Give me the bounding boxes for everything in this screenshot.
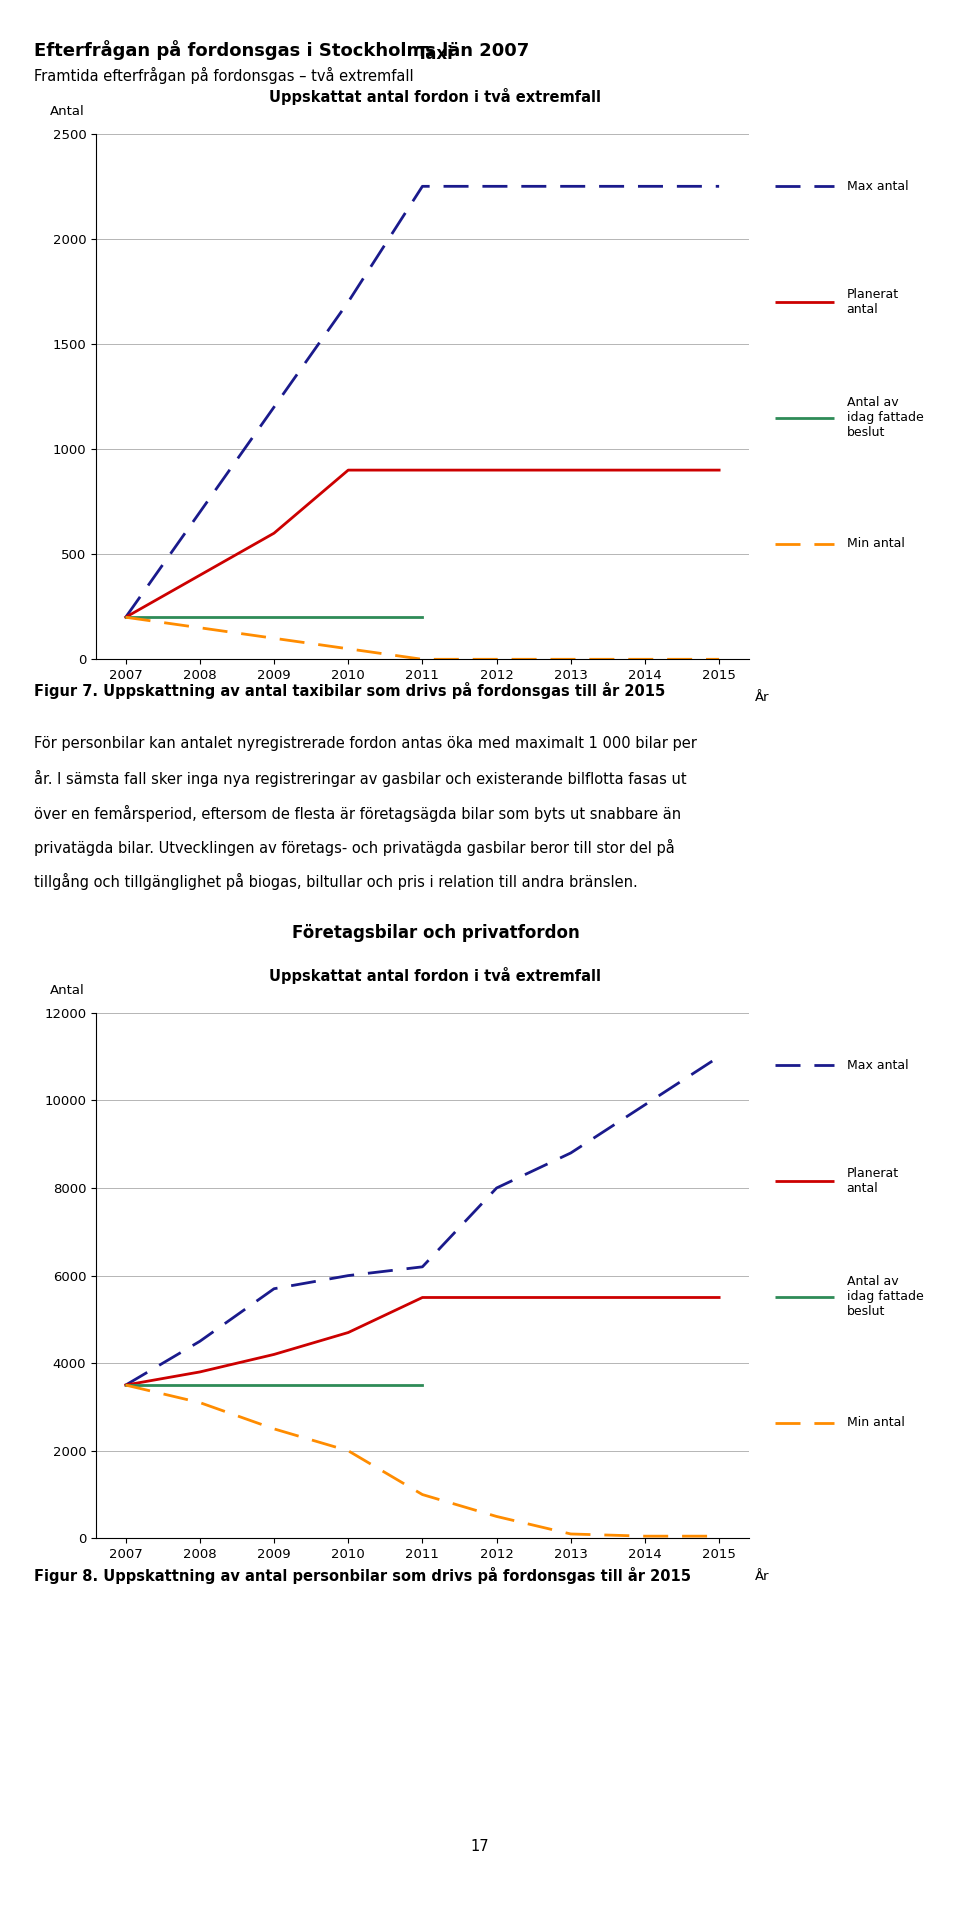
Text: För personbilar kan antalet nyregistrerade fordon antas öka med maximalt 1 000 b: För personbilar kan antalet nyregistrera… bbox=[34, 736, 696, 751]
Text: Max antal: Max antal bbox=[847, 180, 908, 193]
Text: Antal av
idag fattade
beslut: Antal av idag fattade beslut bbox=[847, 396, 924, 440]
Text: Efterfrågan på fordonsgas i Stockholms län 2007: Efterfrågan på fordonsgas i Stockholms l… bbox=[34, 40, 529, 59]
Text: År: År bbox=[756, 690, 770, 703]
Text: över en femårsperiod, eftersom de flesta är företagsägda bilar som byts ut snabb: över en femårsperiod, eftersom de flesta… bbox=[34, 805, 681, 822]
Text: privatägda bilar. Utvecklingen av företags- och privatägda gasbilar beror till s: privatägda bilar. Utvecklingen av företa… bbox=[34, 839, 674, 856]
Text: Framtida efterfrågan på fordonsgas – två extremfall: Framtida efterfrågan på fordonsgas – två… bbox=[34, 67, 413, 84]
Text: år. I sämsta fall sker inga nya registreringar av gasbilar och existerande bilfl: år. I sämsta fall sker inga nya registre… bbox=[34, 770, 686, 787]
Text: År: År bbox=[756, 1569, 770, 1582]
Text: Taxi: Taxi bbox=[417, 44, 454, 63]
Text: Min antal: Min antal bbox=[847, 1416, 904, 1429]
Text: Antal av
idag fattade
beslut: Antal av idag fattade beslut bbox=[847, 1275, 924, 1319]
Text: Planerat
antal: Planerat antal bbox=[847, 289, 899, 315]
Text: Min antal: Min antal bbox=[847, 537, 904, 550]
Text: Uppskattat antal fordon i två extremfall: Uppskattat antal fordon i två extremfall bbox=[270, 967, 602, 984]
Text: Företagsbilar och privatfordon: Företagsbilar och privatfordon bbox=[292, 923, 579, 942]
Text: Antal: Antal bbox=[50, 105, 85, 118]
Text: Max antal: Max antal bbox=[847, 1059, 908, 1072]
Text: Figur 8. Uppskattning av antal personbilar som drivs på fordonsgas till år 2015: Figur 8. Uppskattning av antal personbil… bbox=[34, 1567, 690, 1584]
Text: Antal: Antal bbox=[50, 984, 85, 998]
Text: tillgång och tillgänglighet på biogas, biltullar och pris i relation till andra : tillgång och tillgänglighet på biogas, b… bbox=[34, 873, 637, 891]
Text: Figur 7. Uppskattning av antal taxibilar som drivs på fordonsgas till år 2015: Figur 7. Uppskattning av antal taxibilar… bbox=[34, 682, 665, 699]
Text: Planerat
antal: Planerat antal bbox=[847, 1168, 899, 1194]
Text: 17: 17 bbox=[470, 1838, 490, 1854]
Text: Uppskattat antal fordon i två extremfall: Uppskattat antal fordon i två extremfall bbox=[270, 88, 602, 105]
